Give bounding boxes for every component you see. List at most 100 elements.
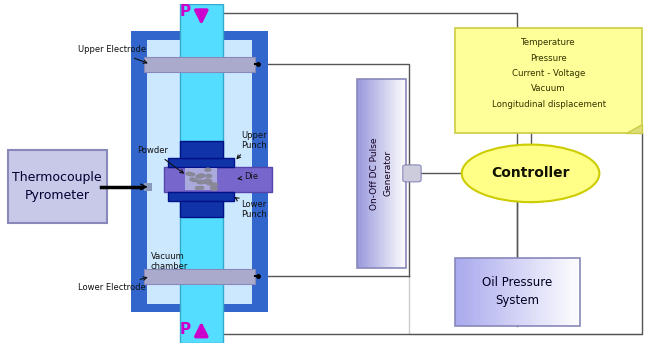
Bar xyxy=(517,258,520,326)
Text: Powder: Powder xyxy=(137,146,184,173)
Bar xyxy=(131,304,269,312)
Bar xyxy=(570,258,573,326)
Text: Vacuum
chamber: Vacuum chamber xyxy=(151,252,188,271)
Bar xyxy=(546,258,548,326)
Circle shape xyxy=(190,178,196,181)
Bar xyxy=(493,258,496,326)
Bar xyxy=(357,78,406,268)
Bar xyxy=(180,141,223,158)
Bar xyxy=(458,258,461,326)
Bar xyxy=(367,78,368,268)
Bar xyxy=(358,78,359,268)
Text: Upper
Punch: Upper Punch xyxy=(237,131,267,159)
Text: Upper Electrode: Upper Electrode xyxy=(78,45,147,63)
Bar xyxy=(389,78,390,268)
FancyBboxPatch shape xyxy=(8,150,107,224)
Bar xyxy=(455,258,458,326)
Bar xyxy=(180,201,223,217)
Bar xyxy=(568,258,570,326)
Bar xyxy=(489,258,493,326)
Bar xyxy=(131,31,147,312)
Circle shape xyxy=(198,174,205,178)
Bar xyxy=(573,258,577,326)
Circle shape xyxy=(210,185,216,188)
Bar xyxy=(561,258,564,326)
Bar xyxy=(379,78,381,268)
Bar xyxy=(147,40,252,304)
Bar xyxy=(474,258,477,326)
Bar xyxy=(374,78,375,268)
Bar xyxy=(361,78,362,268)
Bar xyxy=(371,78,372,268)
Circle shape xyxy=(211,187,217,190)
FancyBboxPatch shape xyxy=(403,165,421,182)
Bar xyxy=(527,258,530,326)
Circle shape xyxy=(203,180,209,183)
Bar xyxy=(402,78,404,268)
Bar xyxy=(511,258,514,326)
Bar xyxy=(381,78,383,268)
Bar xyxy=(542,258,546,326)
Bar xyxy=(362,78,363,268)
Circle shape xyxy=(199,186,204,189)
Bar xyxy=(401,78,402,268)
Bar xyxy=(357,78,358,268)
Text: Oil Pressure
System: Oil Pressure System xyxy=(483,276,552,307)
Bar xyxy=(168,158,235,166)
Bar xyxy=(395,78,396,268)
Bar xyxy=(552,258,555,326)
Bar xyxy=(394,78,395,268)
Bar xyxy=(480,258,483,326)
Text: P: P xyxy=(180,4,190,19)
Bar xyxy=(375,78,377,268)
Bar xyxy=(502,258,505,326)
Bar xyxy=(365,78,367,268)
Circle shape xyxy=(189,173,195,176)
Text: On-Off DC Pulse
Generator: On-Off DC Pulse Generator xyxy=(371,137,392,209)
Bar xyxy=(363,78,364,268)
Bar xyxy=(496,258,499,326)
Bar xyxy=(368,78,369,268)
Bar xyxy=(555,258,558,326)
Bar xyxy=(378,78,379,268)
Bar xyxy=(499,258,502,326)
Bar xyxy=(384,78,385,268)
Text: Lower
Punch: Lower Punch xyxy=(235,198,267,219)
Text: P: P xyxy=(180,322,190,337)
Bar xyxy=(461,258,465,326)
Text: Controller: Controller xyxy=(491,166,570,180)
Bar xyxy=(180,4,223,343)
Bar xyxy=(508,258,511,326)
Bar xyxy=(144,183,152,191)
Bar xyxy=(536,258,539,326)
Bar xyxy=(387,78,388,268)
Bar xyxy=(530,258,533,326)
Circle shape xyxy=(192,179,198,182)
Text: Lower Electrode: Lower Electrode xyxy=(78,277,147,292)
Bar xyxy=(392,78,394,268)
Polygon shape xyxy=(626,124,642,133)
Bar xyxy=(388,78,389,268)
Ellipse shape xyxy=(461,144,599,202)
Bar xyxy=(483,258,487,326)
Circle shape xyxy=(204,179,211,183)
Bar xyxy=(539,258,542,326)
Bar xyxy=(144,57,255,72)
Bar xyxy=(400,78,401,268)
Bar xyxy=(396,78,398,268)
Bar xyxy=(164,166,272,192)
Bar xyxy=(524,258,527,326)
Bar xyxy=(548,258,552,326)
Bar xyxy=(185,168,217,190)
Bar xyxy=(455,258,579,326)
Bar xyxy=(372,78,373,268)
Circle shape xyxy=(206,174,211,178)
Bar xyxy=(373,78,374,268)
Bar xyxy=(477,258,480,326)
Bar xyxy=(364,78,365,268)
Bar xyxy=(505,258,508,326)
Bar xyxy=(168,192,235,201)
Circle shape xyxy=(197,180,204,184)
Bar xyxy=(385,78,387,268)
Bar xyxy=(577,258,579,326)
